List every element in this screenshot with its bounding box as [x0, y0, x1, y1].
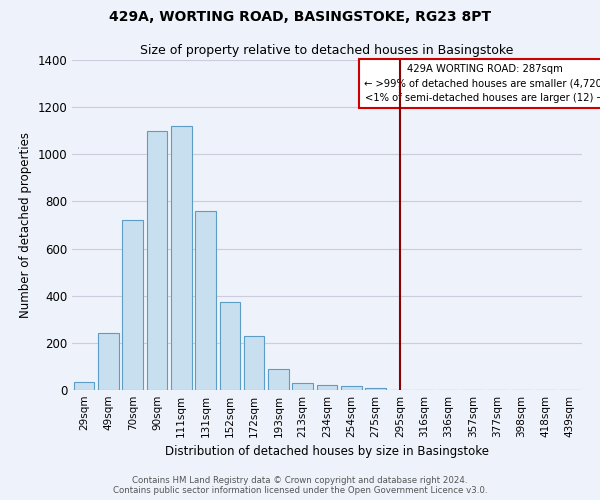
Bar	[220, 302, 240, 390]
Bar	[74, 382, 94, 390]
Bar	[146, 130, 167, 390]
Title: Size of property relative to detached houses in Basingstoke: Size of property relative to detached ho…	[140, 44, 514, 58]
Bar	[98, 334, 119, 390]
Bar	[365, 388, 386, 390]
Bar	[341, 386, 362, 390]
Y-axis label: Number of detached properties: Number of detached properties	[19, 132, 32, 318]
Text: 429A WORTING ROAD: 287sqm
← >99% of detached houses are smaller (4,720)
<1% of s: 429A WORTING ROAD: 287sqm ← >99% of deta…	[364, 64, 600, 104]
Bar	[292, 383, 313, 390]
Bar	[122, 220, 143, 390]
X-axis label: Distribution of detached houses by size in Basingstoke: Distribution of detached houses by size …	[165, 446, 489, 458]
Text: Contains HM Land Registry data © Crown copyright and database right 2024.
Contai: Contains HM Land Registry data © Crown c…	[113, 476, 487, 495]
Text: 429A, WORTING ROAD, BASINGSTOKE, RG23 8PT: 429A, WORTING ROAD, BASINGSTOKE, RG23 8P…	[109, 10, 491, 24]
Bar	[171, 126, 191, 390]
Bar	[317, 386, 337, 390]
Bar	[268, 369, 289, 390]
Bar	[244, 336, 265, 390]
Bar	[195, 211, 216, 390]
